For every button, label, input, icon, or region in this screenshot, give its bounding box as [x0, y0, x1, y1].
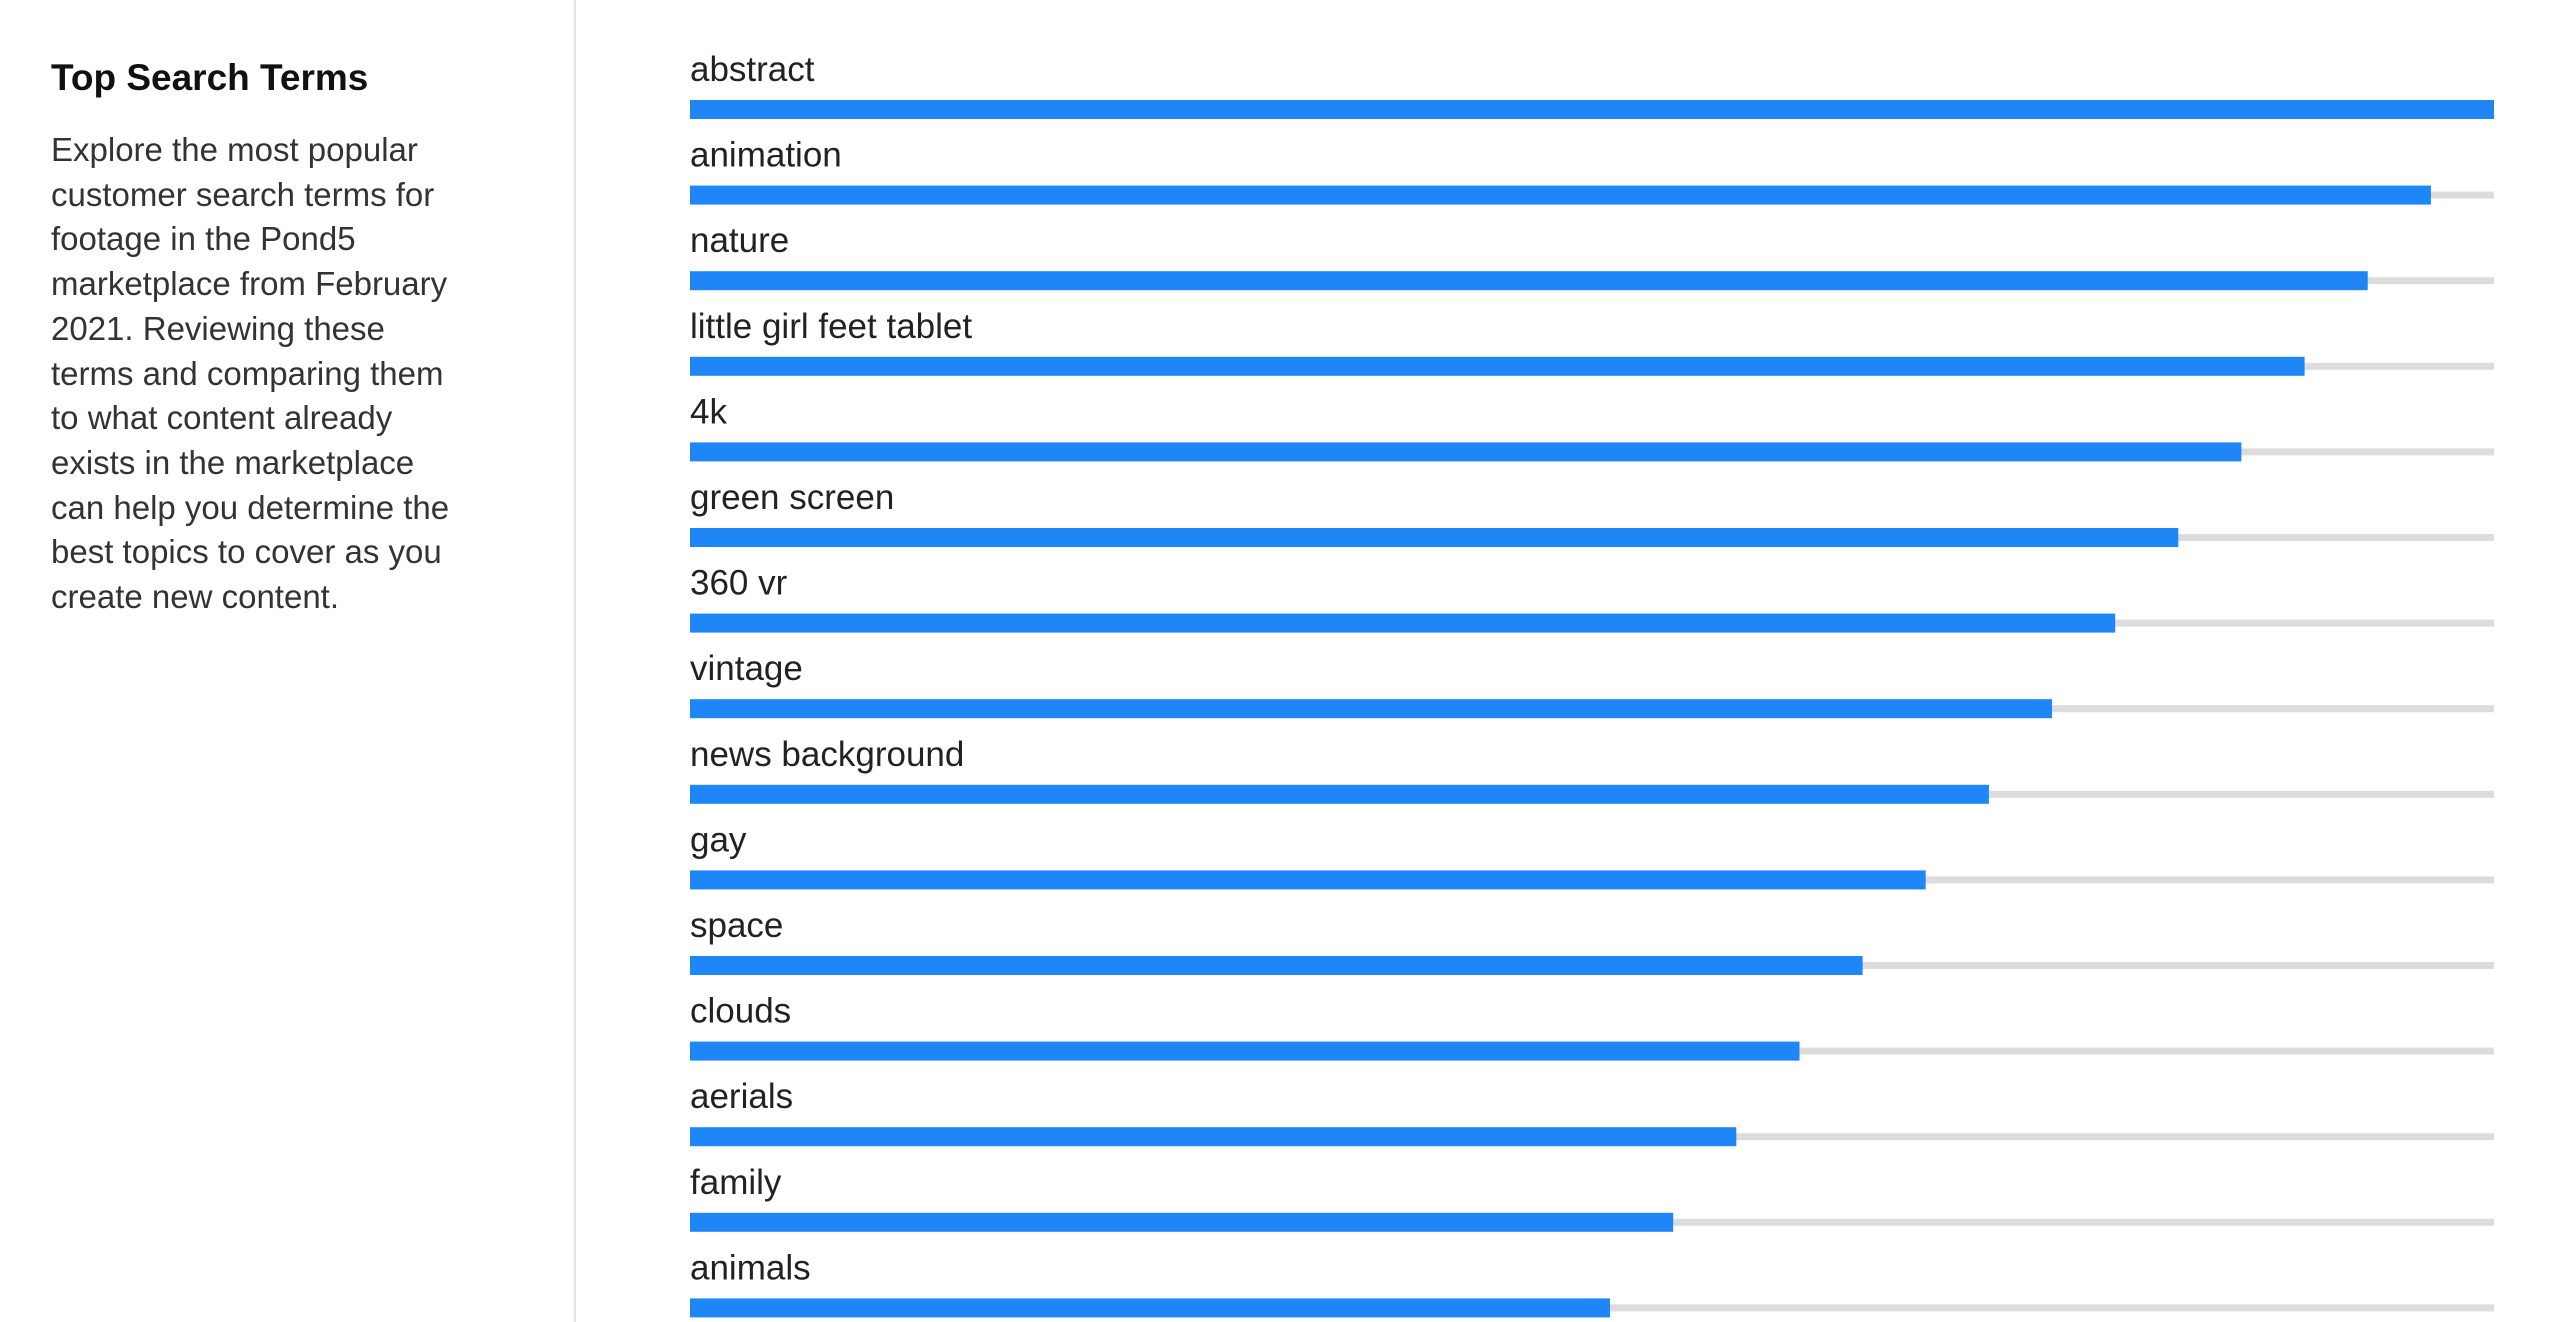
bar-row: 360 vr	[690, 564, 2494, 633]
bar-label: 4k	[690, 392, 727, 431]
bar	[690, 1041, 1800, 1061]
bar-label: abstract	[690, 50, 815, 89]
bar-row: clouds	[690, 992, 2494, 1061]
bar-label: animation	[690, 136, 842, 175]
bar	[690, 870, 1926, 890]
bar	[690, 1127, 1737, 1147]
bar-row: abstract	[690, 50, 2494, 119]
bar-row: space	[690, 906, 2494, 975]
search-terms-chart: abstract animation nature little girl feet …	[690, 0, 2494, 1322]
bar-row: animals	[690, 1248, 2494, 1318]
bar-label: clouds	[690, 992, 791, 1031]
chart-svg: abstract animation nature little girl feet …	[690, 50, 2494, 1318]
bar-label: little girl feet tablet	[690, 307, 972, 346]
bar-row: 4k	[690, 392, 2494, 462]
bar-label: animals	[690, 1248, 811, 1287]
bar-row: family	[690, 1163, 2494, 1232]
sidebar-description: Explore the most popular customer search…	[51, 131, 450, 616]
bar-label: aerials	[690, 1077, 793, 1116]
bar	[690, 185, 2431, 205]
bar-label: nature	[690, 221, 789, 260]
bar-row: gay	[690, 820, 2494, 890]
bar-label: news background	[690, 735, 964, 774]
sidebar-title: Top Search Terms	[51, 57, 369, 98]
bar	[690, 1298, 1610, 1318]
bar-row: news background	[690, 735, 2494, 804]
bar	[690, 784, 1989, 804]
sidebar: Top Search Terms Explore the most popula…	[0, 0, 576, 1322]
bar-label: space	[690, 906, 783, 945]
bar	[690, 100, 2494, 119]
bar	[690, 356, 2305, 376]
bar-row: nature	[690, 221, 2494, 291]
bar	[690, 956, 1863, 975]
bar	[690, 1212, 1674, 1232]
bar-label: family	[690, 1163, 782, 1202]
bar-label: vintage	[690, 649, 803, 688]
bar-label: gay	[690, 820, 747, 859]
bar-row: green screen	[690, 478, 2494, 547]
bar	[690, 442, 2242, 462]
bar	[690, 271, 2368, 291]
bar	[690, 528, 2179, 547]
bar-row: animation	[690, 136, 2494, 205]
bar-row: little girl feet tablet	[690, 307, 2494, 376]
bar-label: 360 vr	[690, 564, 788, 603]
bar-label: green screen	[690, 478, 894, 517]
bar	[690, 613, 2116, 633]
bar-row: vintage	[690, 649, 2494, 719]
bar-row: aerials	[690, 1077, 2494, 1147]
bar	[690, 699, 2052, 719]
